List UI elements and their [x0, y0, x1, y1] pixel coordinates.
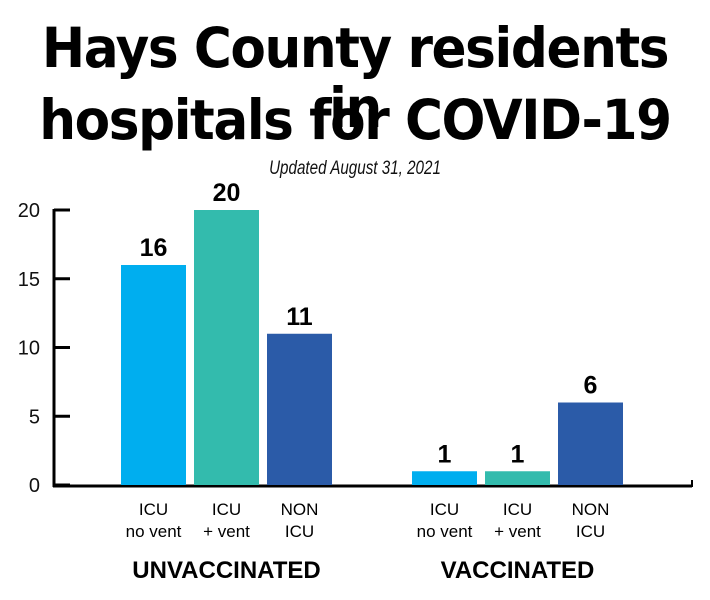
category-label-line-1: ICU [503, 500, 532, 519]
category-label-line-1: NON [572, 500, 610, 519]
y-tick-label: 10 [18, 338, 40, 360]
y-tick-label: 20 [18, 200, 40, 222]
category-label-line-2: no vent [417, 522, 473, 541]
chart-title-line-1: Hays County residents in [41, 16, 670, 140]
bar-value-label: 20 [213, 179, 241, 207]
bar-value-label: 6 [584, 372, 598, 400]
group-label: UNVACCINATED [132, 557, 320, 584]
category-label-line-1: ICU [212, 500, 241, 519]
group-label: VACCINATED [441, 557, 595, 584]
bar [194, 210, 259, 485]
bar-value-label: 1 [438, 440, 452, 468]
y-tick-label: 0 [29, 475, 40, 497]
category-label-line-1: ICU [430, 500, 459, 519]
chart-subtitle: Updated August 31, 2021 [269, 158, 441, 179]
y-tick-label: 15 [18, 269, 40, 291]
category-label-line-2: ICU [285, 522, 314, 541]
y-tick-label: 5 [29, 406, 40, 428]
bar [485, 471, 550, 485]
bar [121, 265, 186, 485]
bar-value-label: 16 [140, 234, 168, 262]
bar [267, 333, 332, 485]
category-label-line-1: ICU [139, 500, 168, 519]
category-label-line-2: no vent [126, 522, 182, 541]
category-label-line-2: + vent [494, 522, 541, 541]
bar-value-label: 1 [511, 440, 525, 468]
category-label-line-2: + vent [203, 522, 250, 541]
category-label-line-1: NON [281, 500, 319, 519]
bar [412, 471, 477, 485]
category-label-line-2: ICU [576, 522, 605, 541]
bar-value-label: 11 [286, 303, 313, 331]
bar [558, 402, 623, 485]
chart-title-line-2: hospitals for COVID-19 [39, 88, 672, 152]
